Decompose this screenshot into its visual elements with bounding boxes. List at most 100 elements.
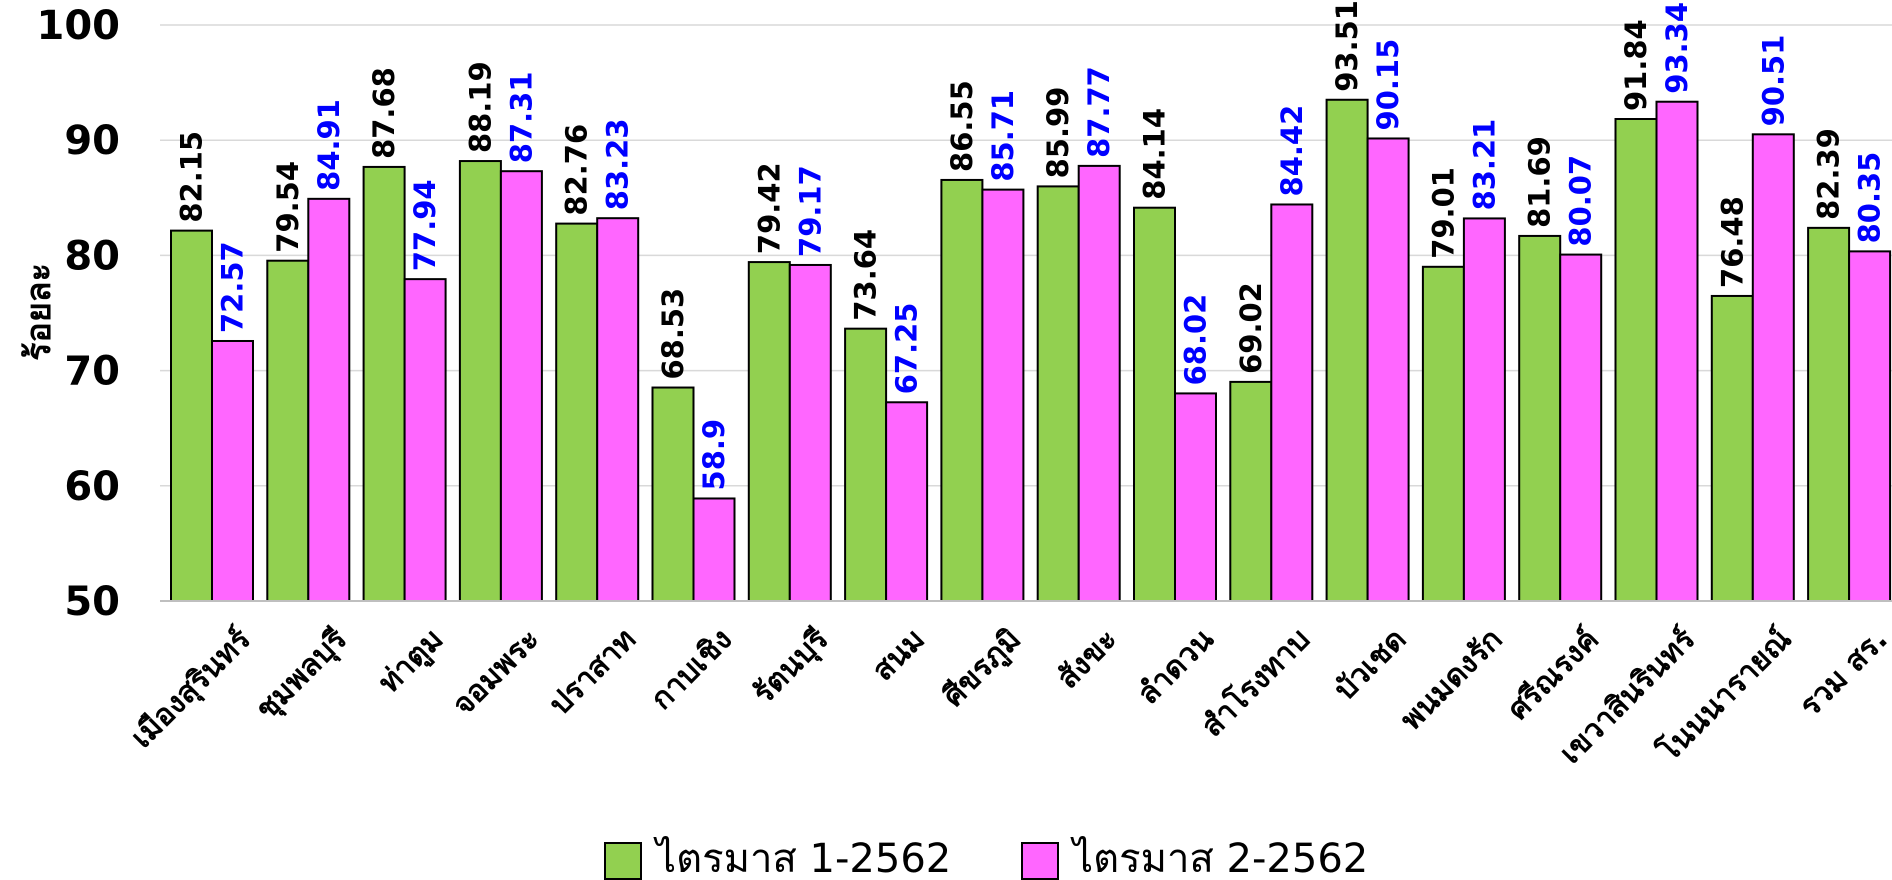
bar-series-2 (596, 217, 640, 602)
bar-series-2 (981, 188, 1025, 603)
category-label: ท่าตูม (372, 622, 451, 701)
category-label: สังขะ (1050, 622, 1124, 696)
category-label: ศีขรภูมิ (936, 622, 1029, 715)
bar-series-1 (1614, 118, 1658, 602)
bar-series-2 (1655, 100, 1699, 602)
data-label-series-1: 81.69 (1523, 136, 1557, 228)
data-label-series-1: 73.64 (849, 229, 883, 321)
bar-series-2 (885, 401, 929, 602)
bar-series-2 (1462, 217, 1506, 602)
data-label-series-1: 84.14 (1138, 108, 1172, 200)
category-label: รัตนบุรี (746, 622, 836, 712)
category-label: ปราสาท (542, 622, 642, 722)
category-label: รวม สร. (1793, 622, 1892, 724)
data-label-series-2: 83.23 (601, 118, 635, 210)
legend-swatch-series-1 (604, 842, 642, 880)
bar-series-2 (1077, 164, 1121, 603)
y-tick-label: 70 (64, 349, 120, 395)
y-tick-label: 50 (64, 579, 120, 625)
data-label-series-2: 80.07 (1564, 155, 1598, 247)
bar-series-1 (844, 327, 888, 602)
data-label-series-1: 82.76 (560, 124, 594, 216)
bar-series-1 (940, 178, 984, 602)
bar-series-1 (362, 165, 406, 603)
bar-series-2 (1848, 250, 1892, 602)
data-label-series-1: 68.53 (656, 288, 690, 380)
bar-series-2 (1751, 133, 1795, 602)
data-label-series-2: 84.42 (1275, 105, 1309, 197)
data-label-series-1: 69.02 (1234, 282, 1268, 374)
legend-label-series-2: ไตรมาส 2-2562 (1070, 836, 1368, 880)
bar-series-2 (1559, 253, 1603, 602)
bar-series-1 (1421, 265, 1465, 602)
bar-series-1 (1710, 294, 1754, 602)
category-label: กาบเชิง (644, 622, 739, 717)
category-label: เมืองสุรินทร์ (124, 622, 258, 756)
data-label-series-2: 58.9 (697, 419, 731, 491)
bar-series-2 (1174, 392, 1217, 602)
data-label-series-2: 90.51 (1756, 35, 1790, 127)
data-label-series-2: 87.31 (504, 71, 538, 163)
bar-series-1 (651, 386, 695, 602)
data-label-series-2: 77.94 (408, 179, 442, 271)
bar-series-2 (1270, 203, 1314, 602)
data-label-series-2: 84.91 (312, 99, 346, 191)
category-label: สนม (866, 622, 932, 688)
bar-series-1 (458, 160, 502, 602)
bar-series-2 (692, 497, 736, 602)
y-tick-label: 100 (37, 3, 121, 49)
bar-series-2 (403, 278, 447, 602)
bar-series-1 (1325, 98, 1369, 602)
bar-series-2 (307, 197, 351, 603)
bar-series-1 (1229, 380, 1273, 602)
bar-series-1 (747, 261, 791, 602)
category-label: จอมพระ (446, 622, 547, 723)
category-label: บัวเชด (1328, 622, 1414, 708)
data-label-series-1: 93.51 (1330, 0, 1364, 92)
data-label-series-1: 79.42 (752, 162, 786, 254)
data-label-series-1: 87.68 (367, 67, 401, 159)
bar-series-2 (211, 339, 254, 602)
y-tick-label: 80 (64, 233, 120, 279)
data-label-series-1: 79.54 (271, 161, 305, 253)
y-axis-label: ร้อยละ (19, 263, 59, 361)
data-label-series-2: 80.35 (1853, 152, 1887, 244)
data-label-series-2: 87.77 (1082, 66, 1116, 158)
y-tick-label: 90 (64, 118, 120, 164)
bar-series-1 (266, 259, 310, 602)
bar-series-1 (1807, 226, 1851, 603)
legend-swatch-series-2 (1021, 842, 1059, 880)
y-tick-label: 60 (64, 464, 120, 510)
data-label-series-1: 91.84 (1619, 19, 1653, 111)
category-label: พนมดงรัก (1394, 622, 1510, 738)
bar-series-2 (499, 170, 543, 602)
category-label: ลำดวน (1131, 622, 1221, 712)
data-label-series-2: 90.15 (1371, 39, 1405, 131)
bar-series-1 (555, 222, 599, 602)
data-label-series-1: 82.39 (1812, 128, 1846, 220)
bar-series-2 (1366, 137, 1410, 603)
legend-label-series-1: ไตรมาส 1-2562 (653, 836, 951, 880)
bar-series-1 (1133, 206, 1176, 602)
data-label-series-1: 76.48 (1715, 196, 1749, 288)
data-label-series-1: 86.55 (945, 80, 979, 172)
data-label-series-2: 68.02 (1179, 294, 1213, 386)
data-label-series-2: 83.21 (1467, 119, 1501, 211)
data-label-series-1: 85.99 (1041, 87, 1075, 179)
legend: ไตรมาส 1-2562 ไตรมาส 2-2562 (604, 836, 1368, 880)
data-label-series-2: 85.71 (986, 90, 1020, 182)
data-label-series-1: 79.01 (1426, 167, 1460, 259)
category-label: ชุมพลบุรี (249, 622, 355, 728)
bar-series-1 (170, 229, 213, 603)
data-label-series-1: 82.15 (175, 131, 209, 223)
bars (170, 98, 1892, 603)
data-label-series-2: 72.57 (216, 241, 250, 333)
data-label-series-2: 79.17 (793, 165, 827, 257)
bar-series-1 (1036, 185, 1080, 602)
data-label-series-1: 88.19 (463, 61, 497, 153)
bar-series-2 (788, 263, 832, 602)
data-label-series-2: 67.25 (890, 303, 924, 395)
